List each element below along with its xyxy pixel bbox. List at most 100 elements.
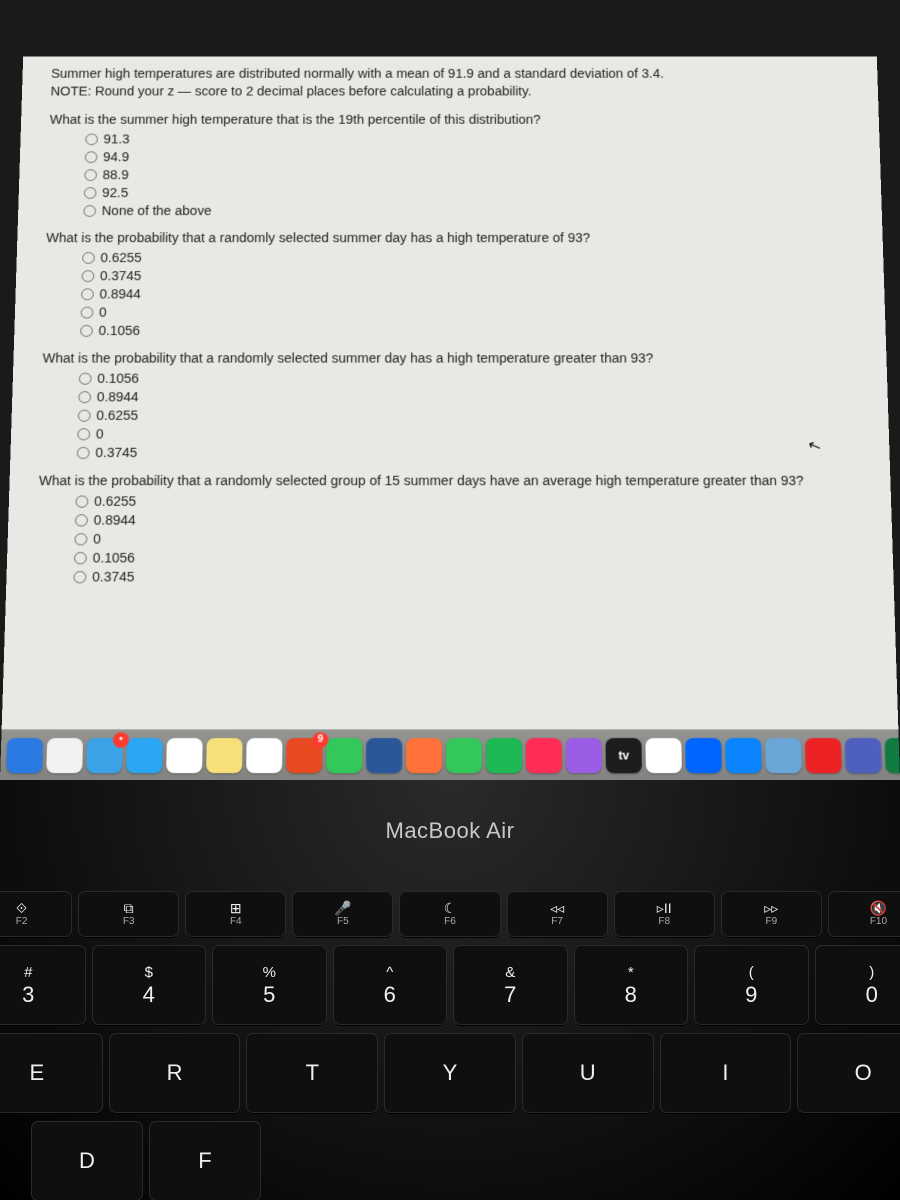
key-symbol: $ bbox=[145, 965, 153, 980]
messages-icon[interactable] bbox=[326, 738, 362, 773]
q3-option[interactable]: 0.3745 bbox=[77, 445, 861, 460]
q1-option[interactable]: 91.3 bbox=[85, 132, 851, 146]
function-key-row: ⟐F2⧉F3⊞F4🎤F5☾F6◃◃F7▹IIF8▹▹F9🔇F10 bbox=[4, 892, 896, 936]
radio-icon bbox=[74, 533, 87, 545]
key-u[interactable]: U bbox=[523, 1034, 653, 1112]
appletv-icon[interactable]: tv bbox=[606, 738, 642, 773]
key-symbol: & bbox=[505, 965, 515, 980]
key-label: 8 bbox=[625, 984, 637, 1006]
badge-icon[interactable] bbox=[86, 738, 123, 773]
option-label: 0.8944 bbox=[99, 287, 141, 302]
q2-option[interactable]: 0 bbox=[81, 305, 857, 320]
key-6[interactable]: ^6 bbox=[334, 946, 447, 1024]
finder-icon[interactable] bbox=[126, 738, 163, 773]
question-2-text: What is the probability that a randomly … bbox=[46, 231, 854, 245]
freeform-icon[interactable] bbox=[246, 738, 282, 773]
radio-icon bbox=[82, 270, 95, 282]
teams-icon[interactable] bbox=[845, 738, 882, 773]
q4-option[interactable]: 0.1056 bbox=[74, 550, 864, 565]
key-symbol: % bbox=[263, 965, 276, 980]
q2-option[interactable]: 0.3745 bbox=[82, 269, 856, 284]
key-label: 0 bbox=[866, 984, 878, 1006]
radio-icon bbox=[80, 325, 93, 337]
paramount-icon[interactable] bbox=[685, 738, 722, 773]
key-label: Y bbox=[443, 1060, 458, 1086]
q2-option[interactable]: 0.8944 bbox=[81, 287, 856, 302]
key-d[interactable]: D bbox=[32, 1122, 142, 1200]
podcasts-icon[interactable] bbox=[566, 738, 602, 773]
option-label: 0.3745 bbox=[100, 269, 142, 284]
q3-option[interactable]: 0 bbox=[77, 427, 860, 442]
key-f8[interactable]: ▹IIF8 bbox=[615, 892, 714, 936]
key-f2[interactable]: ⟐F2 bbox=[0, 892, 71, 936]
option-label: 88.9 bbox=[102, 168, 128, 182]
q3-option[interactable]: 0.6255 bbox=[78, 408, 860, 423]
key-e[interactable]: E bbox=[0, 1034, 102, 1112]
q4-option[interactable]: 0 bbox=[74, 531, 863, 546]
safari-icon[interactable] bbox=[6, 738, 43, 773]
q1-option[interactable]: 88.9 bbox=[84, 168, 852, 182]
key-label: F5 bbox=[337, 917, 349, 927]
key-y[interactable]: Y bbox=[385, 1034, 515, 1112]
q1-option[interactable]: 92.5 bbox=[84, 186, 853, 200]
question-4-text: What is the probability that a randomly … bbox=[39, 473, 862, 488]
q4-option[interactable]: 0.3745 bbox=[73, 569, 864, 584]
preview-icon[interactable] bbox=[765, 738, 802, 773]
option-label: 0.3745 bbox=[95, 445, 137, 460]
key-f4[interactable]: ⊞F4 bbox=[186, 892, 285, 936]
q4-option[interactable]: 0.6255 bbox=[75, 494, 862, 509]
reminders-icon[interactable] bbox=[166, 738, 203, 773]
firefox-icon[interactable] bbox=[406, 738, 442, 773]
key-8[interactable]: *8 bbox=[575, 946, 688, 1024]
key-symbol: ) bbox=[869, 965, 874, 980]
notes-icon[interactable] bbox=[206, 738, 243, 773]
spotify-icon[interactable] bbox=[486, 738, 522, 773]
key-f9[interactable]: ▹▹F9 bbox=[722, 892, 821, 936]
option-label: 0 bbox=[93, 531, 101, 546]
key-f3[interactable]: ⧉F3 bbox=[79, 892, 178, 936]
q4-option[interactable]: 0.8944 bbox=[75, 513, 863, 528]
option-label: 0.1056 bbox=[97, 371, 139, 386]
key-o[interactable]: O bbox=[798, 1034, 900, 1112]
numbers-icon[interactable] bbox=[446, 738, 482, 773]
key-f5[interactable]: 🎤F5 bbox=[293, 892, 392, 936]
key-f6[interactable]: ☾F6 bbox=[400, 892, 499, 936]
key-symbol: ⊞ bbox=[230, 901, 242, 915]
key-5[interactable]: %5 bbox=[213, 946, 326, 1024]
key-f7[interactable]: ◃◃F7 bbox=[508, 892, 607, 936]
chrome-icon[interactable] bbox=[46, 738, 83, 773]
key-i[interactable]: I bbox=[661, 1034, 791, 1112]
q2-option[interactable]: 0.1056 bbox=[80, 323, 857, 338]
q3-option[interactable]: 0.1056 bbox=[79, 371, 858, 386]
acrobat-icon[interactable] bbox=[805, 738, 842, 773]
key-3[interactable]: #3 bbox=[0, 946, 85, 1024]
itunes-icon[interactable] bbox=[526, 738, 562, 773]
radio-icon bbox=[73, 571, 86, 583]
key-f[interactable]: F bbox=[150, 1122, 260, 1200]
word-icon[interactable] bbox=[366, 738, 402, 773]
option-label: 0.8944 bbox=[97, 389, 139, 404]
option-label: 0.6255 bbox=[100, 250, 142, 265]
option-label: 0.1056 bbox=[93, 550, 136, 565]
key-symbol: ^ bbox=[386, 965, 393, 980]
q1-option[interactable]: 94.9 bbox=[85, 150, 852, 164]
key-9[interactable]: (9 bbox=[695, 946, 808, 1024]
photos-icon[interactable] bbox=[645, 738, 681, 773]
q3-option[interactable]: 0.8944 bbox=[78, 389, 859, 404]
office-icon[interactable] bbox=[286, 738, 322, 773]
excel-icon[interactable] bbox=[885, 738, 900, 773]
key-t[interactable]: T bbox=[247, 1034, 377, 1112]
appstore-icon[interactable] bbox=[725, 738, 762, 773]
key-0[interactable]: )0 bbox=[816, 946, 900, 1024]
radio-icon bbox=[78, 391, 91, 403]
key-label: 3 bbox=[22, 984, 34, 1006]
key-f10[interactable]: 🔇F10 bbox=[829, 892, 900, 936]
option-label: 0.6255 bbox=[96, 408, 138, 423]
q2-option[interactable]: 0.6255 bbox=[82, 250, 855, 265]
key-4[interactable]: $4 bbox=[93, 946, 206, 1024]
number-key-row: #3$4%5^6&7*8(9)0 bbox=[4, 946, 896, 1024]
key-label: E bbox=[30, 1060, 45, 1086]
key-7[interactable]: &7 bbox=[454, 946, 567, 1024]
q1-option[interactable]: None of the above bbox=[83, 204, 853, 218]
key-r[interactable]: R bbox=[110, 1034, 240, 1112]
